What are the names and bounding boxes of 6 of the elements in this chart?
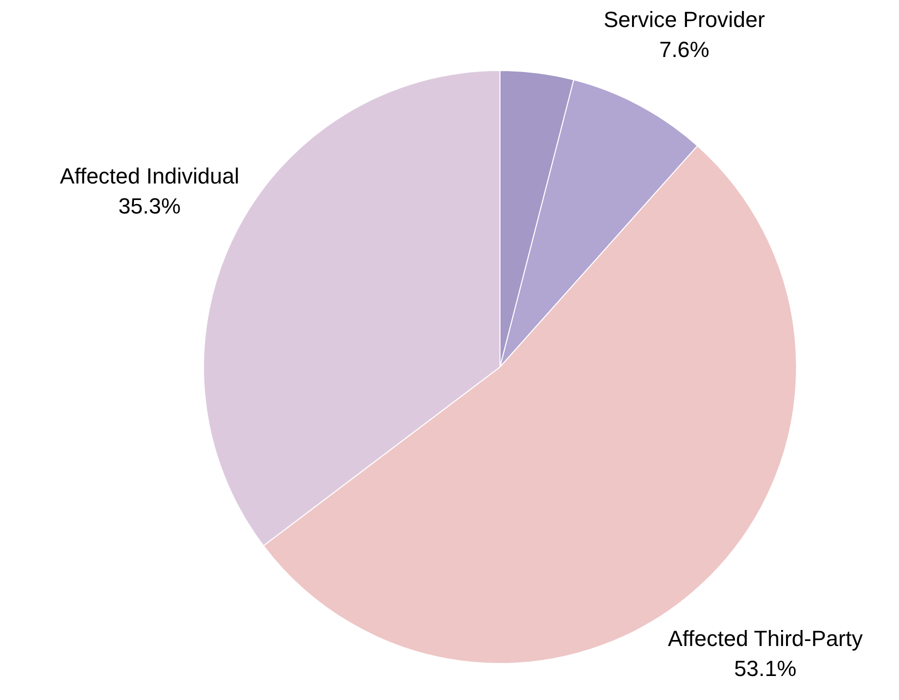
data-label: 7.6%: [659, 37, 710, 62]
data-label: 35.3%: [118, 194, 181, 219]
slice-label: Affected Third-Party: [668, 626, 863, 651]
slice-label: Service Provider: [604, 7, 765, 32]
data-label: 53.1%: [734, 656, 796, 681]
slice-label: Affected Individual: [60, 164, 240, 189]
